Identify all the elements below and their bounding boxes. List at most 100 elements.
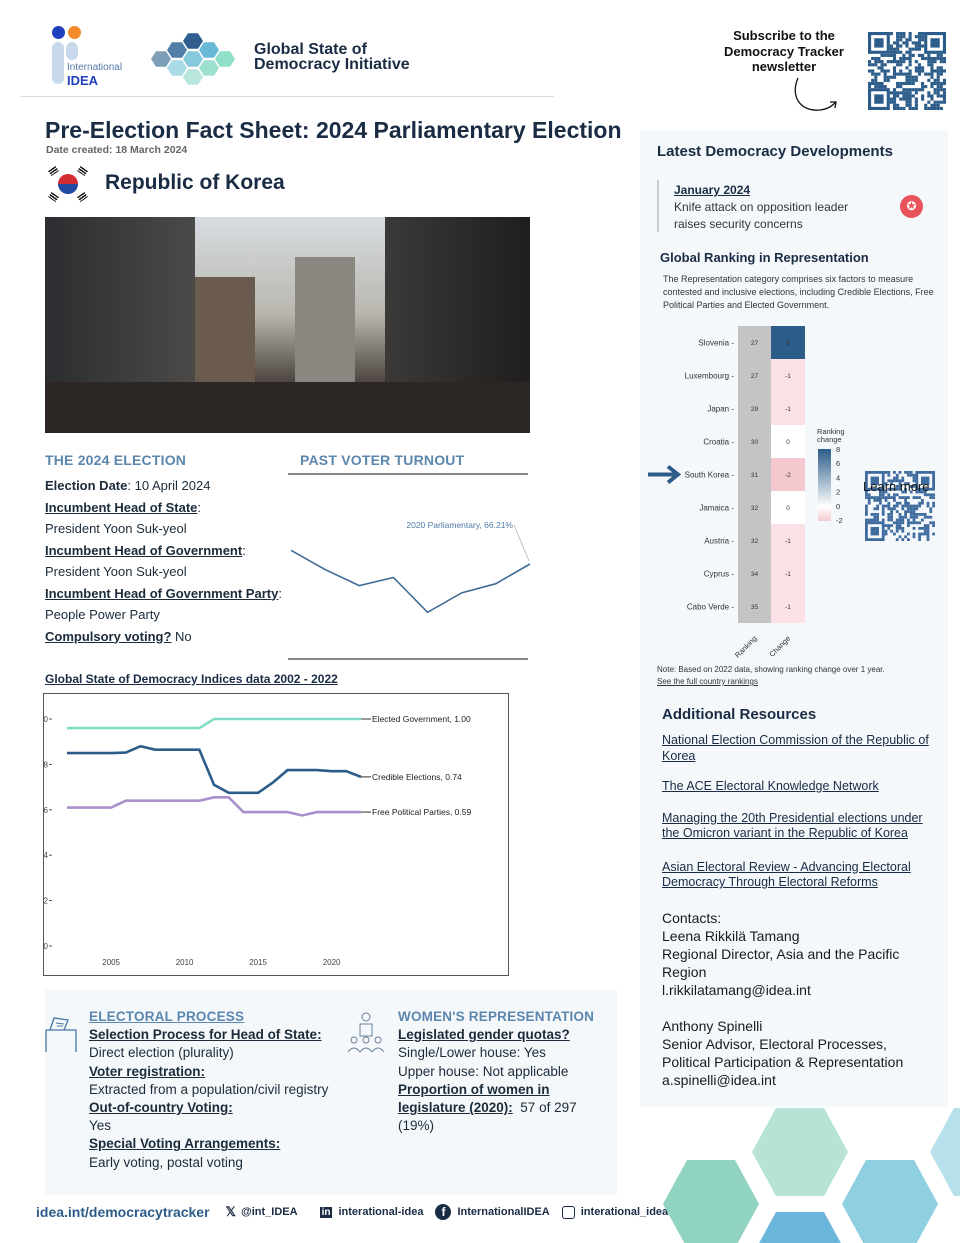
- womens-representation-section: WOMEN'S REPRESENTATION Legislated gender…: [398, 1009, 595, 1134]
- ranking-value: 30: [751, 439, 759, 446]
- country-label: Cyprus -: [704, 570, 735, 579]
- gsod-indices-chart: 0 2 4 6 8 0 2005 2010 2015 2020 Elected Government…: [43, 693, 509, 976]
- hexagon-mark: [183, 51, 203, 67]
- bottom-panel: [45, 990, 617, 1195]
- date-created: Date created: 18 March 2024: [46, 144, 188, 156]
- ranking-value: 27: [751, 373, 759, 380]
- annotation-leader: [513, 524, 530, 562]
- resource-link[interactable]: The ACE Electoral Knowledge Network: [662, 779, 879, 793]
- change-value: -2: [785, 472, 791, 479]
- resource-link[interactable]: National Election Commission of the Repu…: [662, 733, 929, 763]
- change-cell: [771, 326, 805, 359]
- latest-developments-heading: Latest Democracy Developments: [657, 143, 893, 160]
- full-rankings-link[interactable]: See the full country rankings: [657, 677, 758, 686]
- facebook-icon: f: [435, 1204, 452, 1220]
- hexagon-mark: [167, 42, 187, 58]
- korea-flag-icon: [48, 165, 88, 203]
- ranking-cell: [738, 425, 771, 458]
- resource-link[interactable]: Asian Electoral Review - Advancing Elect…: [662, 859, 911, 890]
- gsod-hexagon-logo: [151, 33, 235, 85]
- change-value: -1: [785, 373, 791, 380]
- legend-tick: 4: [836, 473, 840, 482]
- hexagon-mark: [151, 51, 171, 67]
- subscribe-qr-code[interactable]: [868, 32, 946, 110]
- legend-colorbar: [818, 449, 831, 521]
- legend-tick: 0: [836, 502, 840, 511]
- x-tick-label: 2010: [176, 958, 194, 967]
- change-value: -1: [785, 604, 791, 611]
- column-label: Ranking: [733, 634, 759, 660]
- hexagon-mark: [199, 42, 219, 58]
- qr-finder: [868, 32, 890, 54]
- head-of-state-link[interactable]: Incumbent Head of State: [45, 499, 198, 515]
- series-line: [67, 717, 361, 730]
- initiative-name: Global State of Democracy Initiative: [254, 41, 410, 73]
- qr-finder: [924, 32, 946, 54]
- country-label: Jamaica -: [699, 504, 734, 513]
- ranking-heading: Global Ranking in Representation: [660, 250, 869, 265]
- change-cell: [771, 425, 805, 458]
- legend-tick: -2: [836, 516, 843, 525]
- decorative-hexagon: [663, 1160, 759, 1243]
- election-details: Election Date: 10 April 2024 Incumbent H…: [45, 478, 282, 644]
- ranking-cell: [738, 392, 771, 425]
- country-label: Slovenia -: [698, 339, 734, 348]
- divider: [288, 658, 528, 660]
- resources-list: National Election Commission of the Repu…: [662, 733, 932, 891]
- country-label: Croatia -: [703, 438, 734, 447]
- email-link[interactable]: l.rikkilatamang@idea.int: [662, 982, 811, 998]
- country-label: Cabo Verde -: [687, 603, 734, 612]
- linkedin-link[interactable]: interational-idea: [338, 1206, 424, 1218]
- country-name: Republic of Korea: [105, 171, 285, 194]
- ranking-cell: [738, 458, 771, 491]
- hexagon-mark: [199, 60, 219, 76]
- gsod-chart-title-link[interactable]: Global State of Democracy Indices data 2…: [45, 672, 338, 686]
- change-cell: [771, 557, 805, 590]
- y-tick-label: 6: [44, 806, 49, 815]
- page-title: Pre-Election Fact Sheet: 2024 Parliament…: [45, 117, 622, 143]
- curved-arrow-icon: [794, 77, 837, 111]
- ranking-cell: [738, 359, 771, 392]
- government-party-link[interactable]: Incumbent Head of Government Party: [45, 585, 279, 601]
- head-of-government-link[interactable]: Incumbent Head of Government: [45, 542, 243, 558]
- change-value: 0: [786, 439, 790, 446]
- instagram-icon: [561, 1205, 575, 1219]
- divider: [288, 473, 528, 475]
- series-label: Credible Elections, 0.74: [372, 772, 462, 782]
- women-representatives-icon: [347, 1012, 385, 1053]
- column-label: Change: [767, 634, 792, 659]
- qr-finder: [865, 471, 885, 491]
- development-date-link[interactable]: January 2024: [674, 183, 751, 197]
- learn-more-label[interactable]: Learn more: [863, 479, 930, 494]
- idea-logo: International IDEA: [50, 26, 130, 88]
- hexagon-mark: [167, 60, 187, 76]
- ballot-box-icon: [45, 1017, 77, 1052]
- ranking-heatmap: 27 8 Slovenia - 27 -1 Luxembourg - 29 -1 Japan -…: [648, 326, 845, 660]
- ranking-value: 35: [751, 604, 759, 611]
- legend-tick: 6: [836, 459, 840, 468]
- x-tick-label: 2020: [323, 958, 341, 967]
- compulsory-voting-link[interactable]: Compulsory voting?: [45, 628, 172, 644]
- learn-more-qr-code[interactable]: [865, 471, 935, 541]
- x-link[interactable]: @int_IDEA: [241, 1206, 298, 1218]
- ranking-cell: [738, 557, 771, 590]
- instagram-link[interactable]: interational_idea: [580, 1206, 669, 1218]
- ranking-value: 29: [751, 406, 759, 413]
- y-tick-label: 4: [44, 851, 49, 860]
- email-link[interactable]: a.spinelli@idea.int: [662, 1072, 776, 1088]
- website-link[interactable]: idea.int/democracytracker: [36, 1204, 210, 1220]
- change-value: 0: [786, 505, 790, 512]
- ranking-cell: [738, 590, 771, 623]
- decorative-hexagon: [759, 1212, 841, 1243]
- divider: [657, 180, 659, 232]
- hexagon-mark: [215, 51, 235, 67]
- resource-link[interactable]: Managing the 20th Presidential elections…: [662, 810, 923, 841]
- change-cell: [771, 359, 805, 392]
- ranking-cell: [738, 524, 771, 557]
- street-photo: [45, 217, 530, 433]
- change-cell: [771, 590, 805, 623]
- series-label: Free Political Parties, 0.59: [372, 807, 471, 817]
- ranking-value: 34: [751, 571, 759, 578]
- facebook-link[interactable]: InternationalIDEA: [457, 1206, 550, 1218]
- subscribe-text[interactable]: Subscribe to the Democracy Tracker newslet…: [724, 28, 844, 74]
